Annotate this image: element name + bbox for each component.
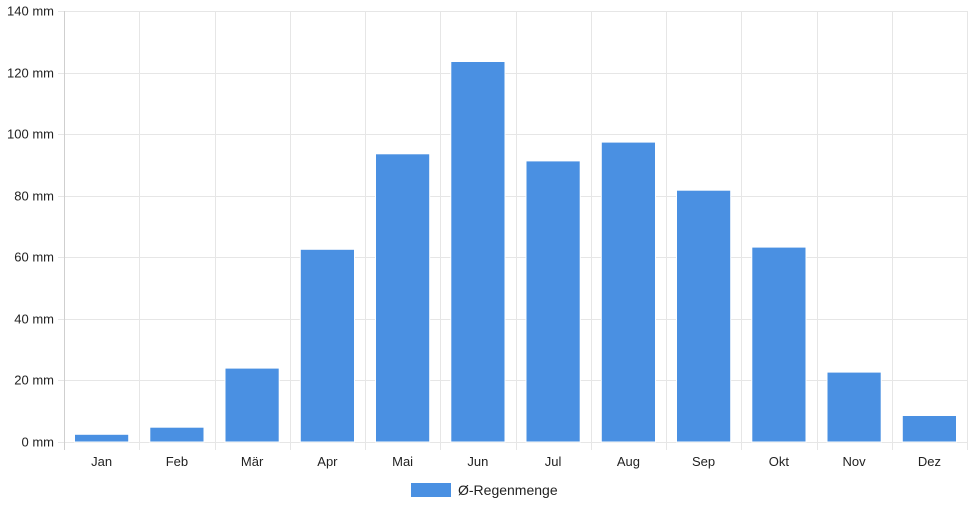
x-axis-tick-labels: Jan Feb Mär Apr Mai Jun Jul Aug Sep Okt Nov Dez (91, 454, 941, 469)
x-tick-label: Mai (392, 454, 413, 469)
x-tick-label: Okt (769, 454, 790, 469)
y-axis-tick-labels: 0 mm 20 mm 40 mm 60 mm 80 mm 100 mm 120 mm 140 … (7, 4, 54, 450)
x-tick-label: Mär (241, 454, 264, 469)
bar-okt[interactable] (751, 246, 807, 443)
x-tick-label: Feb (166, 454, 188, 469)
x-tick-label: Jan (91, 454, 112, 469)
bar-sep[interactable] (676, 189, 732, 443)
bar-mär[interactable] (224, 367, 280, 443)
bar-aug[interactable] (600, 141, 656, 443)
x-tick-label: Dez (918, 454, 941, 469)
x-tick-label: Jul (545, 454, 562, 469)
grid-lines (58, 11, 968, 450)
bar-jun[interactable] (450, 61, 506, 443)
y-tick-label: 20 mm (14, 373, 54, 388)
x-tick-label: Nov (843, 454, 867, 469)
bar-nov[interactable] (826, 371, 882, 443)
bar-jan[interactable] (74, 433, 130, 443)
y-tick-label: 0 mm (22, 435, 55, 450)
x-tick-label: Sep (692, 454, 715, 469)
y-tick-label: 100 mm (7, 127, 54, 142)
x-tick-label: Apr (317, 454, 338, 469)
bars (74, 61, 957, 443)
bar-apr[interactable] (299, 248, 355, 443)
y-tick-label: 140 mm (7, 4, 54, 19)
bar-mai[interactable] (375, 153, 431, 443)
y-tick-label: 120 mm (7, 66, 54, 81)
bar-feb[interactable] (149, 426, 205, 443)
y-tick-label: 80 mm (14, 189, 54, 204)
bar-dez[interactable] (901, 415, 957, 443)
legend[interactable]: Ø-Regenmenge (411, 482, 558, 498)
x-tick-label: Aug (617, 454, 640, 469)
y-tick-label: 40 mm (14, 312, 54, 327)
y-tick-label: 60 mm (14, 250, 54, 265)
bar-jul[interactable] (525, 160, 581, 443)
legend-label-regenmenge: Ø-Regenmenge (458, 482, 558, 498)
x-tick-label: Jun (467, 454, 488, 469)
legend-swatch-regenmenge (411, 483, 451, 497)
